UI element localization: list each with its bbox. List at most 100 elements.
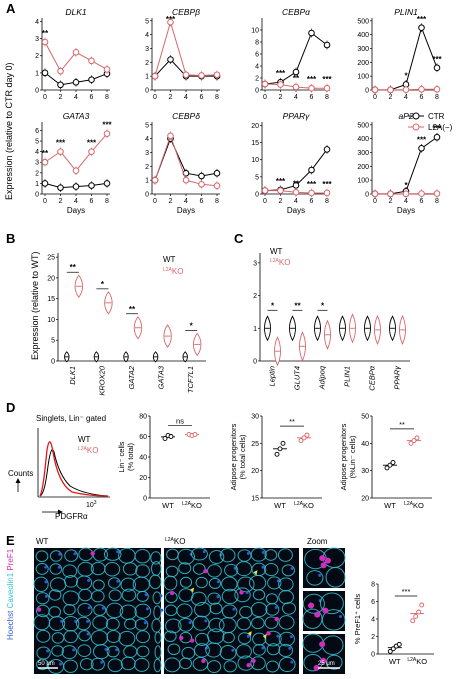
legend-l2a-label: L2A(−) [428, 123, 453, 132]
nucleus-dot [87, 579, 91, 583]
ko-point [416, 609, 422, 615]
cell-outline [152, 591, 162, 605]
significance-label: ** [289, 417, 295, 426]
significance-label: *** [276, 69, 286, 78]
x-tick-label: 2 [59, 94, 63, 101]
x-tick-label: 2 [279, 94, 283, 101]
y-tick-label: 80 [139, 414, 147, 421]
y-tick-label: 1 [145, 74, 149, 81]
nucleus-dot [59, 662, 63, 666]
y-tick-label: 400 [357, 32, 369, 39]
significance-label: *** [307, 180, 317, 189]
gene-label: TCF7L1 [186, 366, 195, 393]
cell-outline [165, 618, 182, 634]
cell-outline [235, 644, 252, 659]
line-chart-1: CEBPβ 0 1 2 3 4 5 0 2 4 6 8 *** [145, 7, 221, 101]
pref1-dot [320, 657, 327, 664]
l2a-point [261, 80, 269, 88]
flow-xtick-sup: 3 [94, 500, 97, 506]
gene-label: Adipoq [318, 365, 327, 390]
l2a-point [88, 148, 95, 155]
nucleus-dot [160, 608, 164, 612]
x-tick-label: 6 [420, 198, 424, 205]
cell-outline [321, 609, 346, 631]
micro-side-label: Hoechst Caveolin1 PreF1 [6, 548, 15, 640]
panel-a-legend: CTR L2A(−) [408, 112, 453, 132]
y-tick-label: 15 [47, 296, 55, 303]
y-axis-label: Adipose progenitors [229, 423, 238, 490]
dot-plot-0: 0 20 40 60 80 WT L2AKO ns Lin⁻ cells (% total) [117, 414, 210, 510]
flow-legend-ko-sup: L2A [78, 446, 88, 452]
cell-outline [282, 602, 296, 615]
l2a-point [387, 86, 394, 94]
gene-label: DLK1 [68, 366, 77, 385]
significance-label: ** [129, 305, 136, 314]
y-tick-label: 3 [145, 150, 149, 157]
cell-outline [178, 562, 192, 575]
x-tick-label: 2 [59, 198, 63, 205]
l2a-point [387, 190, 394, 198]
l2a-point [292, 188, 300, 196]
flow-legend-ko: L2AKO [78, 446, 98, 455]
pref1-dot [179, 635, 184, 641]
cell-outline [35, 562, 49, 575]
y-tick-label: 2 [35, 53, 39, 60]
pref1-dot [320, 562, 327, 569]
panel-e-microscopy: Hoechst Caveolin1 PreF1 WT L2AKO Zoom 50… [6, 537, 346, 674]
significance-label: *** [87, 139, 97, 148]
cell-outline [91, 590, 105, 603]
y-tick-label: 500 [357, 18, 369, 25]
y-tick-label: 4 [35, 149, 39, 156]
y-tick-label: 2 [145, 164, 149, 171]
gene-label: GLUT4 [293, 366, 302, 390]
nucleus-dot [290, 660, 294, 664]
pref1-dot [322, 607, 329, 614]
cell-outline [264, 616, 279, 629]
x-tick-label: 6 [310, 198, 314, 205]
ctr-point [57, 81, 64, 89]
l2a-point [72, 167, 80, 175]
cell-outline [134, 548, 151, 564]
y-tick-label: 400 [357, 136, 369, 143]
cell-outline [75, 616, 91, 631]
l2a-point [57, 67, 64, 75]
flow-legend-ko-text: KO [87, 446, 99, 455]
panel-a-ylabel: Expression (relative to CTR day 0) [4, 62, 14, 200]
significance-label: * [404, 181, 408, 190]
nucleus-dot [188, 621, 192, 625]
cell-outline [167, 643, 181, 656]
cell-outline [319, 592, 344, 615]
y-tick-label: 1 [253, 326, 257, 333]
y-tick-label: 4 [145, 32, 149, 39]
pref1-dot [203, 568, 208, 574]
nucleus-dot [261, 565, 265, 569]
x-tick-label: 0 [263, 94, 267, 101]
cell-outline [176, 603, 193, 618]
flow-wt-histogram [39, 449, 109, 497]
cell-outline [219, 645, 237, 661]
cell-outline [325, 654, 343, 670]
cell-outline [224, 563, 239, 577]
l2a-point [198, 181, 205, 188]
y-tick-label: 0 [371, 652, 375, 659]
cell-outline [92, 579, 105, 591]
y-tick-label: 20 [47, 275, 55, 282]
x-tick-label: 4 [184, 198, 188, 205]
significance-label: *** [417, 135, 427, 144]
y-tick-label: 20 [251, 468, 259, 475]
y-tick-label: 1 [145, 178, 149, 185]
ko-point [192, 432, 198, 437]
y-tick-label: 6 [371, 599, 375, 606]
l2a-point [323, 84, 331, 92]
y-tick-label: 2 [35, 170, 39, 177]
x-label-ko: L2AKO [182, 501, 202, 510]
nucleus-dot [216, 595, 220, 599]
legend-ctr-label: CTR [428, 112, 445, 121]
y-tick-label: 0 [145, 192, 149, 199]
y-axis-label: Lin⁻ cells [117, 441, 126, 472]
cell-outline [219, 548, 236, 563]
nucleus-dot [159, 594, 163, 598]
cell-outline [134, 618, 149, 631]
